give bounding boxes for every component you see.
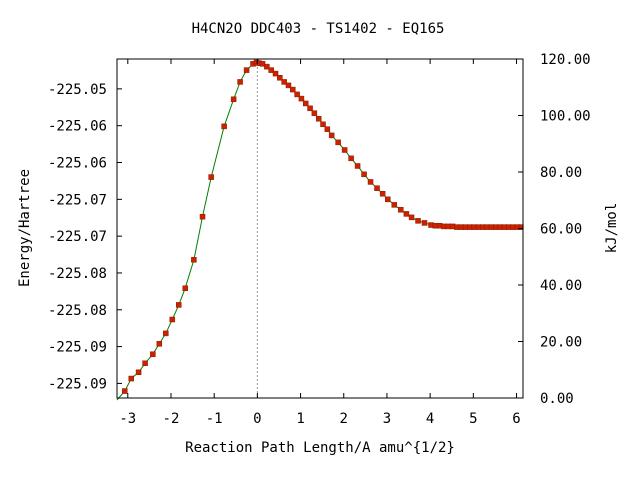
left-tick-label: -225.07 xyxy=(48,192,107,208)
right-tick-label: 0.00 xyxy=(540,391,574,407)
data-point xyxy=(421,220,428,226)
energy-curve xyxy=(116,61,521,401)
data-point xyxy=(199,213,206,220)
data-point xyxy=(259,61,266,67)
data-point xyxy=(169,316,176,323)
x-tick-label: 5 xyxy=(469,411,477,427)
right-axis-label: kJ/mol xyxy=(604,203,620,254)
data-point xyxy=(268,67,274,73)
right-tick-label: 100.00 xyxy=(540,109,591,125)
data-point xyxy=(221,123,227,130)
left-tick-label: -225.09 xyxy=(48,376,107,392)
data-point xyxy=(302,100,309,107)
data-point xyxy=(237,79,243,85)
data-point xyxy=(403,211,410,217)
x-tick-label: 0 xyxy=(253,411,261,427)
data-point xyxy=(328,132,335,139)
data-point xyxy=(191,257,197,263)
x-tick-label: -3 xyxy=(119,411,136,427)
x-tick-label: -2 xyxy=(163,411,180,427)
data-point xyxy=(163,330,169,337)
left-tick-label: -225.06 xyxy=(48,156,107,172)
data-point xyxy=(315,115,322,122)
data-point xyxy=(398,206,404,213)
right-axis-ticks: 0.00 20.00 40.00 60.00 80.00 100.00 120.00 xyxy=(518,52,591,407)
data-point xyxy=(281,79,287,85)
data-point xyxy=(379,191,386,197)
chart-title: H4CN2O DDC403 - TS1402 - EQ165 xyxy=(192,21,445,37)
left-tick-label: -225.05 xyxy=(48,82,107,98)
x-tick-label: -1 xyxy=(206,411,223,427)
data-point xyxy=(320,121,326,128)
right-tick-label: 120.00 xyxy=(540,52,591,68)
data-point xyxy=(272,70,279,77)
data-point xyxy=(311,110,318,116)
left-tick-label: -225.06 xyxy=(48,119,107,135)
x-tick-label: 3 xyxy=(383,411,391,427)
x-tick-label: 6 xyxy=(512,411,520,427)
data-point xyxy=(294,91,300,98)
data-point xyxy=(298,95,305,102)
data-point xyxy=(135,369,142,376)
data-point xyxy=(341,147,348,153)
data-point xyxy=(335,139,341,146)
curve-layer xyxy=(116,61,521,401)
data-point xyxy=(243,67,250,73)
data-point xyxy=(307,105,313,112)
left-tick-label: -225.08 xyxy=(48,266,107,282)
data-point xyxy=(348,155,354,162)
data-point xyxy=(367,179,374,185)
data-point xyxy=(354,163,361,169)
left-axis-label: Energy/Hartree xyxy=(17,169,33,287)
x-tick-label: 1 xyxy=(296,411,304,427)
left-axis-ticks: -225.05 -225.06 -225.06 -225.07 -225.07 -225.… xyxy=(48,82,122,392)
data-point xyxy=(208,174,214,180)
data-point xyxy=(324,126,331,132)
data-point xyxy=(285,82,292,89)
data-point xyxy=(122,388,128,394)
right-tick-label: 40.00 xyxy=(540,278,582,294)
data-point xyxy=(361,171,367,178)
x-tick-label: 2 xyxy=(340,411,348,427)
left-tick-label: -225.09 xyxy=(48,340,107,356)
x-axis-ticks: -3 -2 -1 0 1 2 3 4 5 6 xyxy=(119,59,521,427)
data-point xyxy=(156,341,163,347)
left-tick-label: -225.08 xyxy=(48,303,107,319)
right-tick-label: 80.00 xyxy=(540,165,582,181)
x-axis-label: Reaction Path Length/A amu^{1/2} xyxy=(185,440,455,456)
data-point xyxy=(150,351,156,357)
data-point xyxy=(385,196,391,203)
right-tick-label: 20.00 xyxy=(540,335,582,351)
data-point xyxy=(374,185,380,191)
data-points xyxy=(122,59,524,394)
data-point xyxy=(408,214,415,221)
data-point xyxy=(128,375,135,382)
data-point xyxy=(264,63,270,70)
data-point xyxy=(176,302,182,308)
right-tick-label: 60.00 xyxy=(540,222,582,238)
data-point xyxy=(391,202,398,208)
x-tick-label: 4 xyxy=(426,411,434,427)
data-point xyxy=(142,360,148,367)
data-point xyxy=(415,218,421,224)
data-point xyxy=(230,96,237,103)
data-point xyxy=(182,285,188,291)
left-tick-label: -225.07 xyxy=(48,229,107,245)
data-point xyxy=(290,86,296,93)
data-point xyxy=(277,75,283,81)
